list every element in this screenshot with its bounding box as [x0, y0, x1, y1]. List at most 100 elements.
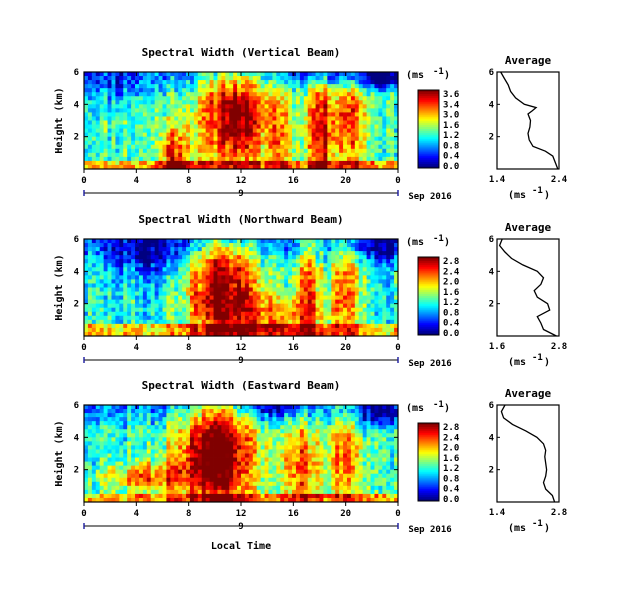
heatmap-cell — [186, 279, 191, 284]
heatmap-cell — [323, 108, 328, 113]
heatmap-cell — [115, 291, 120, 296]
heatmap-cell — [354, 255, 360, 260]
heatmap-cell — [307, 255, 313, 260]
heatmap-cell — [311, 88, 316, 93]
heatmap-cell — [354, 112, 360, 117]
heatmap-cell — [237, 295, 242, 301]
heatmap-cell — [327, 283, 332, 288]
heatmap-cell — [241, 136, 246, 142]
heatmap-cell — [138, 251, 144, 256]
heatmap-cell — [370, 251, 375, 256]
profile-x-tick-label: 2.4 — [551, 175, 568, 185]
heatmap-cell — [315, 299, 320, 305]
heatmap-cell — [370, 104, 375, 109]
heatmap-cell — [119, 429, 124, 434]
heatmap-cell — [123, 271, 128, 276]
heatmap-cell — [201, 136, 207, 142]
heatmap-cell — [390, 156, 395, 162]
heatmap-cell — [131, 279, 136, 284]
heatmap-cell — [138, 239, 144, 244]
heatmap-cell — [146, 108, 152, 113]
heatmap-cell — [303, 271, 309, 276]
heatmap-cell — [182, 156, 187, 162]
heatmap-cell — [127, 275, 132, 280]
heatmap-cell — [248, 116, 254, 121]
heatmap-cell — [107, 311, 112, 317]
heatmap-cell — [225, 323, 230, 329]
heatmap-cell — [264, 291, 269, 296]
heatmap-cell — [201, 144, 207, 150]
heatmap-cell — [272, 124, 277, 129]
heatmap-cell — [370, 160, 375, 166]
heatmap-cell — [166, 160, 171, 166]
heatmap-cell — [142, 239, 148, 244]
heatmap-cell — [170, 299, 175, 305]
heatmap-cell — [233, 295, 238, 301]
heatmap-cell — [260, 425, 265, 430]
heatmap-cell — [84, 100, 89, 105]
heatmap-cell — [288, 275, 293, 280]
heatmap-cell — [311, 247, 316, 252]
heatmap-cell — [307, 156, 313, 162]
heatmap-cell — [303, 156, 309, 162]
heatmap-cell — [272, 433, 277, 438]
heatmap-cell — [99, 104, 105, 109]
heatmap-cell — [178, 144, 183, 150]
heatmap-cell — [115, 279, 120, 284]
heatmap-cell — [335, 331, 340, 337]
heatmap-cell — [225, 76, 230, 81]
heatmap-cell — [217, 275, 222, 280]
heatmap-cell — [276, 299, 281, 305]
heatmap-cell — [354, 437, 360, 442]
heatmap-cell — [170, 259, 175, 264]
heatmap-cell — [225, 445, 230, 450]
heatmap-cell — [346, 303, 352, 309]
heatmap-cell — [150, 271, 156, 276]
heatmap-cell — [382, 441, 387, 446]
heatmap-cell — [221, 331, 226, 337]
heatmap-cell — [146, 84, 152, 89]
heatmap-cell — [390, 251, 395, 256]
heatmap-cell — [390, 76, 395, 81]
heatmap-cell — [158, 247, 163, 252]
heatmap-cell — [280, 140, 285, 146]
heatmap-cell — [229, 409, 234, 414]
heatmap-cell — [252, 76, 258, 81]
heatmap-cell — [186, 409, 191, 414]
heatmap-cell — [331, 311, 336, 317]
heatmap-cell — [335, 239, 340, 244]
heatmap-cell — [115, 247, 120, 252]
heatmap-cell — [107, 100, 112, 105]
heatmap-cell — [189, 425, 195, 430]
heatmap-cell — [221, 84, 226, 89]
heatmap-cell — [84, 96, 89, 101]
heatmap-cell — [91, 311, 97, 317]
heatmap-cell — [229, 429, 234, 434]
date-day-label: 9 — [238, 356, 243, 366]
profile-title: Average — [505, 54, 552, 67]
heatmap-cell — [182, 243, 187, 248]
heatmap-cell — [252, 421, 258, 426]
heatmap-cell — [315, 433, 320, 438]
heatmap-cell — [335, 327, 340, 333]
heatmap-cell — [127, 445, 132, 450]
heatmap-cell — [307, 319, 313, 325]
heatmap-cell — [135, 283, 140, 288]
heatmap-cell — [252, 319, 258, 325]
heatmap-cell — [99, 132, 105, 138]
heatmap-cell — [95, 441, 101, 446]
heatmap-cell — [315, 429, 320, 434]
heatmap-cell — [252, 251, 258, 256]
heatmap-cell — [295, 323, 301, 329]
heatmap-cell — [244, 247, 250, 252]
heatmap-cell — [189, 311, 195, 317]
heatmap-cell — [299, 251, 305, 256]
heatmap-cell — [248, 437, 254, 442]
heatmap-cell — [327, 140, 332, 146]
heatmap-cell — [272, 88, 277, 93]
heatmap-cell — [343, 291, 348, 296]
heatmap-cell — [154, 243, 159, 248]
heatmap-cell — [346, 76, 352, 81]
heatmap-cell — [268, 283, 273, 288]
heatmap-cell — [244, 417, 250, 422]
